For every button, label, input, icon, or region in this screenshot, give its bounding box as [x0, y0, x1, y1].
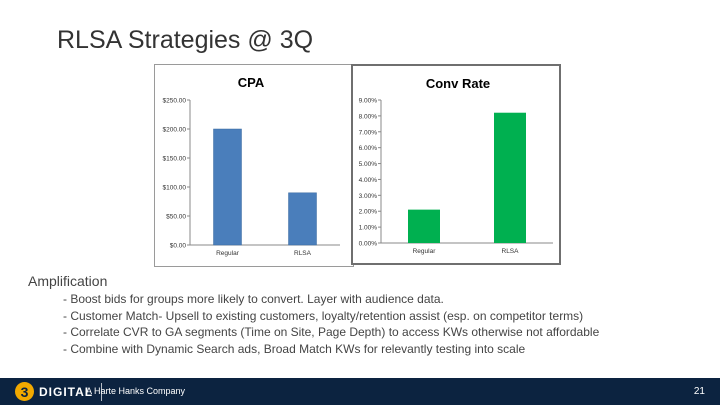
- slide-title: RLSA Strategies @ 3Q: [57, 26, 314, 54]
- company-logo: 3 DIGITAL: [15, 380, 103, 403]
- logo-text: DIGITAL: [39, 384, 94, 399]
- conv-bar-regular: [408, 209, 440, 243]
- amplification-heading: Amplification: [28, 273, 108, 289]
- cpa-y-tick-label: $250.00: [163, 98, 187, 105]
- conv-x-tick-label: RLSA: [502, 248, 520, 255]
- conv-rate-chart-panel: Conv Rate 0.00% 1.00% 2.00% 3.00% 4.00% 5.00%…: [351, 64, 561, 265]
- cpa-chart-panel: CPA $0.00 $50.00 $100.00 $150.00 $200.00 $250…: [154, 64, 354, 267]
- cpa-y-tick-label: $0.00: [170, 243, 187, 250]
- bullet-item: - Customer Match- Upsell to existing cus…: [63, 308, 584, 323]
- company-tagline: A Harte Hanks Company: [86, 386, 186, 396]
- cpa-x-tick-label: RLSA: [294, 250, 312, 257]
- conv-y-tick-label: 0.00%: [359, 241, 378, 248]
- logo-mark-icon: 3: [15, 382, 34, 401]
- footer-bar: 3 DIGITAL A Harte Hanks Company 21: [0, 378, 720, 405]
- cpa-y-tick-label: $100.00: [163, 185, 187, 192]
- cpa-y-tick-label: $150.00: [163, 156, 187, 163]
- conv-y-tick-label: 1.00%: [359, 225, 378, 232]
- cpa-chart-title: CPA: [238, 75, 265, 90]
- cpa-chart: CPA $0.00 $50.00 $100.00 $150.00 $200.00 $250…: [163, 75, 340, 257]
- cpa-bar-regular: [213, 128, 242, 246]
- bullet-item: - Boost bids for groups more likely to c…: [63, 292, 444, 306]
- page-number: 21: [693, 386, 705, 397]
- conv-y-tick-label: 8.00%: [359, 113, 378, 120]
- cpa-y-tick-label: $200.00: [163, 127, 187, 134]
- conv-y-tick-label: 9.00%: [359, 98, 378, 105]
- conv-rate-chart-title: Conv Rate: [426, 76, 490, 91]
- conv-y-tick-label: 3.00%: [359, 193, 378, 200]
- bullet-item: - Correlate CVR to GA segments (Time on …: [63, 325, 600, 339]
- cpa-bar-rlsa: [288, 192, 317, 246]
- conv-y-tick-label: 5.00%: [359, 161, 378, 168]
- cpa-y-tick-label: $50.00: [166, 214, 186, 221]
- conv-rate-chart: Conv Rate 0.00% 1.00% 2.00% 3.00% 4.00% 5.00%…: [359, 76, 553, 255]
- conv-bar-rlsa: [494, 112, 526, 243]
- conv-y-tick-label: 4.00%: [359, 177, 378, 184]
- conv-x-tick-label: Regular: [413, 248, 437, 255]
- logo-divider: [101, 382, 103, 401]
- amplification-list: - Boost bids for groups more likely to c…: [63, 291, 599, 357]
- cpa-x-tick-label: Regular: [216, 250, 240, 257]
- conv-y-tick-label: 6.00%: [359, 145, 378, 152]
- conv-y-tick-label: 2.00%: [359, 209, 378, 216]
- bullet-item: - Combine with Dynamic Search ads, Broad…: [63, 341, 526, 356]
- conv-y-tick-label: 7.00%: [359, 129, 378, 136]
